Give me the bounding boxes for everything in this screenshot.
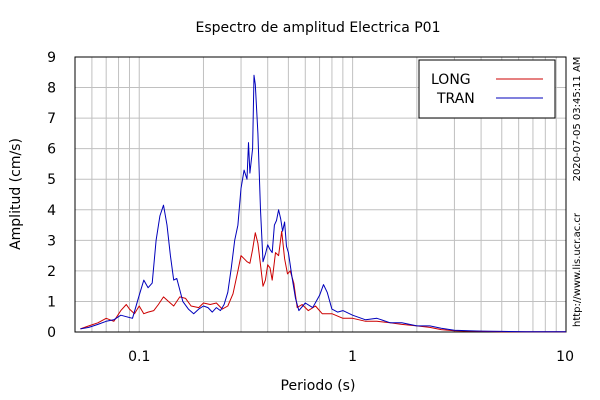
y-tick-label: 6 [47,142,56,158]
x-tick-label: 0.1 [128,349,150,365]
series-line-long [80,230,566,333]
y-tick-label: 5 [47,172,56,188]
y-axis-label: Amplitud (cm/s) [8,138,24,250]
grid-layer [74,56,566,333]
x-axis-label: Periodo (s) [281,378,356,394]
x-tick-labels: 0.1 1 10 [128,349,574,365]
url-annotation: http://www.lis.ucr.ac.cr [572,212,583,327]
y-tick-label: 2 [47,264,56,280]
legend-box [418,59,556,119]
plot-area-frame [74,56,567,333]
series-layer [80,74,566,333]
legend: LONG TRAN [418,59,556,119]
y-tick-labels: 0 1 2 3 4 5 6 7 8 9 [47,50,56,341]
y-tick-label: 4 [47,203,56,219]
y-tick-label: 0 [47,325,56,341]
x-tick-label: 1 [348,349,357,365]
y-tick-label: 8 [47,81,56,97]
legend-label-long: LONG [431,72,471,88]
chart-title: Espectro de amplitud Electrica P01 [196,20,441,36]
timestamp-annotation: 2020-07-05 03:45:11 AM [572,57,583,182]
x-tick-label: 10 [556,349,574,365]
y-tick-label: 1 [47,294,56,310]
y-tick-label: 9 [47,50,56,66]
y-tick-label: 7 [47,111,56,127]
legend-label-tran: TRAN [436,91,475,107]
y-tick-label: 3 [47,233,56,249]
series-line-tran [80,74,566,333]
